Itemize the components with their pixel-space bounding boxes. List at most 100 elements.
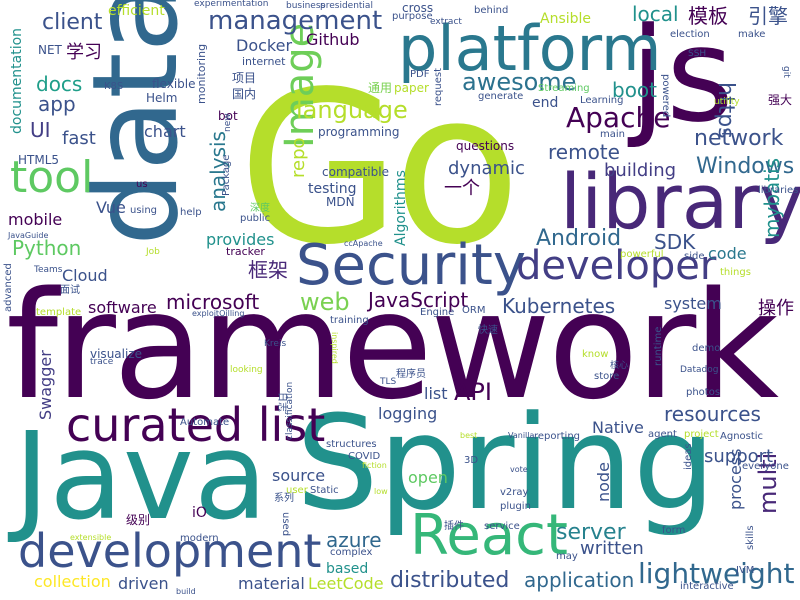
word-structures: structures — [326, 439, 377, 450]
word-used: used — [280, 512, 291, 537]
word-project-zh: 项目 — [232, 71, 257, 85]
word-building: building — [604, 160, 677, 181]
word-io: iO — [192, 505, 207, 521]
word-collection: collection — [34, 572, 111, 591]
word-documentation: documentation — [9, 27, 25, 134]
word-programming: programming — [318, 125, 400, 139]
word-apache: Apache — [566, 101, 671, 134]
word-swagger: Swagger — [36, 350, 55, 420]
word-dynamic: dynamic — [448, 158, 525, 179]
word-streaming: Streaming — [538, 83, 590, 94]
word-behind: behind — [474, 5, 509, 16]
word-election: election — [670, 29, 710, 40]
word-skills: skills — [745, 525, 756, 550]
word-net: NET — [38, 43, 62, 57]
word-written: written — [580, 538, 644, 559]
word-new: new — [223, 113, 233, 132]
word-code: code — [708, 244, 747, 263]
word-based: based — [326, 561, 369, 577]
word-provides: provides — [206, 230, 275, 249]
word-helm: Helm — [146, 91, 178, 105]
word-request: request — [433, 67, 444, 106]
word-libraries: libraries — [758, 185, 799, 196]
word-list: list — [424, 384, 448, 403]
word-javascript: JavaScript — [368, 288, 469, 312]
word-presidential: presidential — [320, 1, 373, 11]
word-learning: Learning — [580, 95, 624, 106]
word-side: side — [684, 251, 705, 262]
word-platform: platform — [398, 12, 662, 85]
word-using: using — [130, 205, 158, 216]
word-docs: docs — [36, 72, 83, 96]
word-everyone: everyone — [742, 461, 789, 472]
word-repo: repo — [288, 137, 309, 178]
word-developer: developer — [516, 243, 717, 289]
word-domestic-zh: 国内 — [232, 87, 257, 101]
word-interactive: interactive — [680, 581, 734, 592]
word-modern: modern — [180, 533, 219, 544]
word-boot: boot — [612, 78, 658, 102]
word-quick-zh: 快速 — [478, 325, 498, 336]
word-microsoft: microsoft — [166, 290, 260, 314]
word-engine: Engine — [420, 307, 455, 318]
word-static: Static — [310, 485, 339, 496]
word-advanced: advanced — [3, 263, 14, 312]
word-learn-zh: 学习 — [66, 42, 102, 63]
word-powerful-zh: 强大 — [768, 93, 793, 107]
word-python: Python — [12, 236, 82, 260]
word-network: network — [694, 126, 784, 151]
word-plugin-zh: 插件 — [444, 521, 464, 532]
word-help: help — [180, 207, 202, 218]
word-spring: Spring — [296, 387, 716, 539]
word-fiction: fiction — [362, 461, 387, 470]
word-jvm: JVM — [736, 565, 755, 576]
word-main: main — [600, 129, 625, 140]
word-curated-list: curated list — [66, 398, 326, 452]
word-remote: remote — [548, 140, 620, 164]
word-powered: powered — [660, 74, 671, 118]
word-orm: ORM — [462, 305, 486, 316]
word-source: source — [272, 466, 326, 485]
word-business: business — [286, 1, 326, 11]
word-driven: driven — [118, 574, 169, 593]
word-classification: classification — [285, 381, 295, 440]
word-trace: trace — [90, 357, 114, 367]
word-algorithms: Algorithms — [393, 170, 409, 246]
word-deep-zh: 深度 — [250, 203, 270, 214]
word-utility: utility — [714, 97, 740, 107]
word-service: service — [484, 521, 520, 532]
word-explojtqilling: explojtQilling — [192, 309, 245, 318]
word-internet: internet — [242, 55, 286, 68]
word-purpose: purpose — [392, 11, 433, 22]
word-native: Native — [592, 418, 644, 437]
word-photos: photos — [686, 387, 721, 398]
word-engine-zh: 引擎 — [748, 4, 788, 28]
word-ansible: Ansible — [540, 11, 592, 27]
word-k8s: K8S — [104, 81, 124, 92]
word-covid: COVID — [348, 451, 381, 462]
word-monitoring: monitoring — [195, 43, 208, 104]
word-package: Package — [221, 154, 232, 196]
word-end: end — [532, 95, 559, 111]
word-public: public — [240, 213, 271, 224]
word-application: application — [524, 568, 635, 592]
word-ideas: ideas — [683, 443, 694, 470]
word-vote: vote — [510, 465, 528, 474]
word-generate: generate — [478, 91, 524, 102]
word-plugin: plugin — [500, 501, 531, 512]
word-html5: HTML5 — [18, 153, 60, 167]
word-make: make — [738, 29, 766, 40]
word-operation-zh: 操作 — [758, 298, 794, 319]
word-experimentation: experimentation — [194, 0, 269, 9]
word-interview-zh: 面试 — [60, 285, 80, 296]
word-extensible: extensible — [70, 533, 112, 542]
word-cloud: Cloud — [62, 266, 108, 285]
word-security: Security — [296, 233, 526, 298]
word-testing: testing — [308, 181, 357, 197]
word-client: client — [42, 10, 103, 35]
word-extract: extract — [430, 17, 462, 27]
word-datadog: Datadog — [680, 365, 719, 375]
word-form: form — [662, 525, 686, 536]
word-may: may — [556, 551, 578, 562]
word-library: library — [560, 157, 800, 246]
